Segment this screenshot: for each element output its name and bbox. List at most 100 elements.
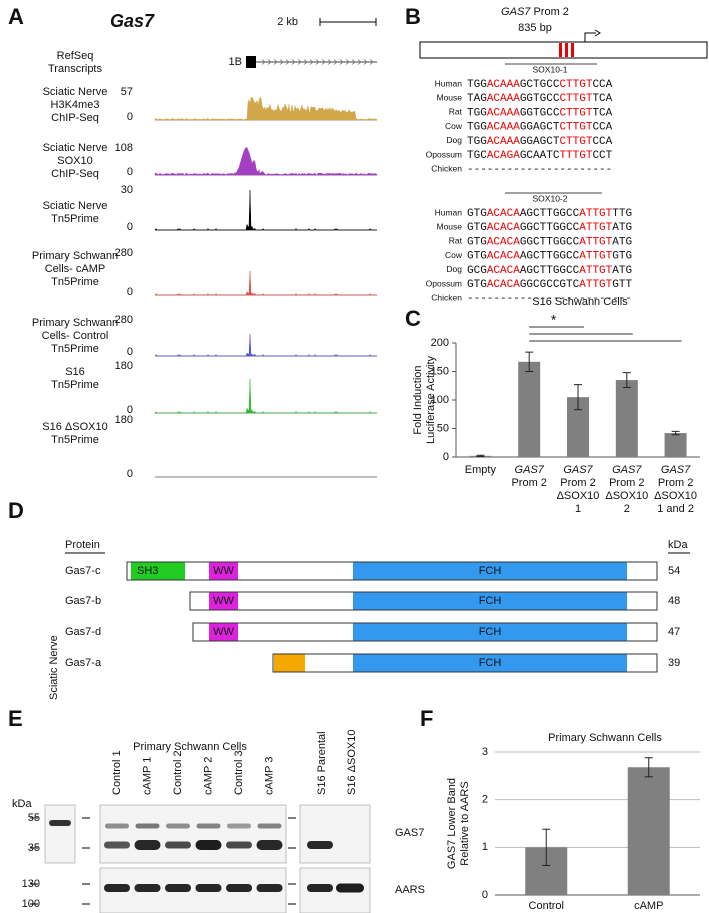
domain bbox=[274, 654, 305, 672]
sequence-segment: GTG bbox=[467, 208, 487, 220]
sequence-segment: CTTGT bbox=[559, 79, 592, 91]
track-min: 0 bbox=[127, 468, 133, 480]
y-axis-label: Luciferase Activity bbox=[425, 355, 437, 444]
domain bbox=[209, 562, 238, 580]
error-bar bbox=[542, 828, 551, 866]
sequence-segment: ATG bbox=[612, 222, 632, 234]
bar bbox=[615, 380, 638, 457]
y-axis-label: GAS7 Lower Band bbox=[446, 778, 458, 869]
y-tick-label: 1 bbox=[482, 841, 488, 853]
sequence-segment: ATTGT bbox=[579, 208, 612, 220]
track-label: SOX10 bbox=[57, 155, 92, 167]
domain-label: FCH bbox=[479, 565, 502, 577]
y-tick-label: 2 bbox=[482, 794, 488, 806]
site bbox=[559, 43, 562, 57]
y-tick-label: 50 bbox=[437, 422, 449, 434]
intron-arrow bbox=[339, 59, 344, 65]
promoter-title: GAS7 Prom 2 bbox=[501, 6, 569, 18]
sequence-segment: TAG bbox=[467, 93, 487, 105]
x-tick-label: 2 bbox=[624, 503, 630, 515]
intron-arrow bbox=[333, 59, 338, 65]
panel-letter: F bbox=[420, 706, 433, 731]
band bbox=[104, 841, 130, 849]
chart-title: Primary Schwann Cells bbox=[548, 732, 662, 744]
band bbox=[165, 841, 191, 849]
track-max: 30 bbox=[121, 184, 133, 196]
sequence-segment: ATTGT bbox=[579, 265, 612, 277]
bar bbox=[518, 361, 541, 457]
sequence-segment: CCT bbox=[592, 150, 612, 162]
sequence: GTGACACAGGCTTGGCCATTGTATG bbox=[467, 222, 632, 234]
x-tick-label: Prom 2 bbox=[560, 477, 595, 489]
bar bbox=[664, 433, 687, 457]
promoter-box bbox=[419, 41, 708, 59]
track-label: Tn5Prime bbox=[51, 434, 99, 446]
sequence-segment: GCAATC bbox=[520, 150, 560, 162]
sequence: TAGACAAAGGTGCCCTTGTTCA bbox=[467, 93, 613, 105]
site bbox=[565, 43, 568, 57]
sequence-segment: ATTGT bbox=[579, 222, 612, 234]
kda-label: kDa bbox=[12, 798, 32, 810]
sequence-segment: GGCGCCGTC bbox=[520, 279, 580, 291]
track-label: S16 ΔSOX10 bbox=[42, 421, 107, 433]
y-tick-label: 0 bbox=[482, 889, 488, 901]
x-tick-label: GAS7 bbox=[612, 464, 642, 476]
band bbox=[256, 884, 283, 892]
track-label: Tn5Prime bbox=[51, 213, 99, 225]
track-min: 0 bbox=[127, 221, 133, 233]
track-label: ChIP-Seq bbox=[51, 168, 99, 180]
band bbox=[195, 840, 222, 850]
track-label: Sciatic Nerve bbox=[43, 200, 108, 212]
intron-arrow bbox=[273, 59, 278, 65]
band bbox=[165, 884, 191, 892]
sequence: TGGACAAAGGAGCTCTTGTCCA bbox=[467, 122, 613, 134]
bar bbox=[627, 767, 670, 895]
x-tick-label: 1 bbox=[575, 503, 581, 515]
x-tick-label: GAS7 bbox=[563, 464, 593, 476]
track-label: Tn5Prime bbox=[51, 276, 99, 288]
y-tick-label: 100 bbox=[431, 394, 449, 406]
band bbox=[104, 884, 130, 892]
domain bbox=[131, 562, 185, 580]
species: Dog bbox=[446, 264, 462, 274]
band bbox=[134, 884, 161, 892]
intron-arrow bbox=[297, 59, 302, 65]
protein-name: Gas7-b bbox=[65, 595, 101, 607]
species: Rat bbox=[449, 107, 463, 117]
blot bbox=[99, 804, 287, 864]
sequence-segment: ATG bbox=[612, 236, 632, 248]
band bbox=[307, 884, 333, 892]
lane-label: Control 2 bbox=[172, 750, 184, 795]
band bbox=[226, 884, 252, 892]
sequence-segment: TCA bbox=[592, 93, 612, 105]
sequence: ------------------------- bbox=[467, 293, 632, 305]
sequence-segment: ACACA bbox=[487, 279, 520, 291]
blot bbox=[99, 867, 287, 913]
track-max: 57 bbox=[121, 86, 133, 98]
column-header: kDa bbox=[668, 539, 688, 551]
scale-label: 2 kb bbox=[277, 16, 298, 28]
species: Cow bbox=[445, 121, 463, 131]
lane-label: Control 3 bbox=[233, 750, 245, 795]
band bbox=[195, 884, 222, 892]
domain-label: WW bbox=[213, 626, 234, 638]
intron-arrow bbox=[261, 59, 266, 65]
gene: GAS7 bbox=[501, 6, 531, 18]
sequence-segment: AGCTTGGCC bbox=[520, 251, 580, 263]
band bbox=[135, 823, 160, 829]
sequence-segment: GGAGCT bbox=[520, 136, 560, 148]
band bbox=[336, 883, 364, 893]
sequence: GTGACACAAGCTTGGCCATTGTTTG bbox=[467, 208, 632, 220]
track-label: Sciatic Nerve bbox=[43, 86, 108, 98]
sequence-segment: ACAGA bbox=[487, 150, 520, 162]
sequence-segment: GTG bbox=[467, 251, 487, 263]
lane-label: S16 Parental bbox=[316, 731, 328, 795]
intron-arrow bbox=[363, 59, 368, 65]
domain-label: WW bbox=[213, 565, 234, 577]
sequence-segment: ATTGT bbox=[579, 279, 612, 291]
domain-label: FCH bbox=[479, 595, 502, 607]
track-min: 0 bbox=[127, 346, 133, 358]
error-bar bbox=[476, 454, 485, 457]
protein-kda: 54 bbox=[668, 565, 680, 577]
track-label: Tn5Prime bbox=[51, 379, 99, 391]
